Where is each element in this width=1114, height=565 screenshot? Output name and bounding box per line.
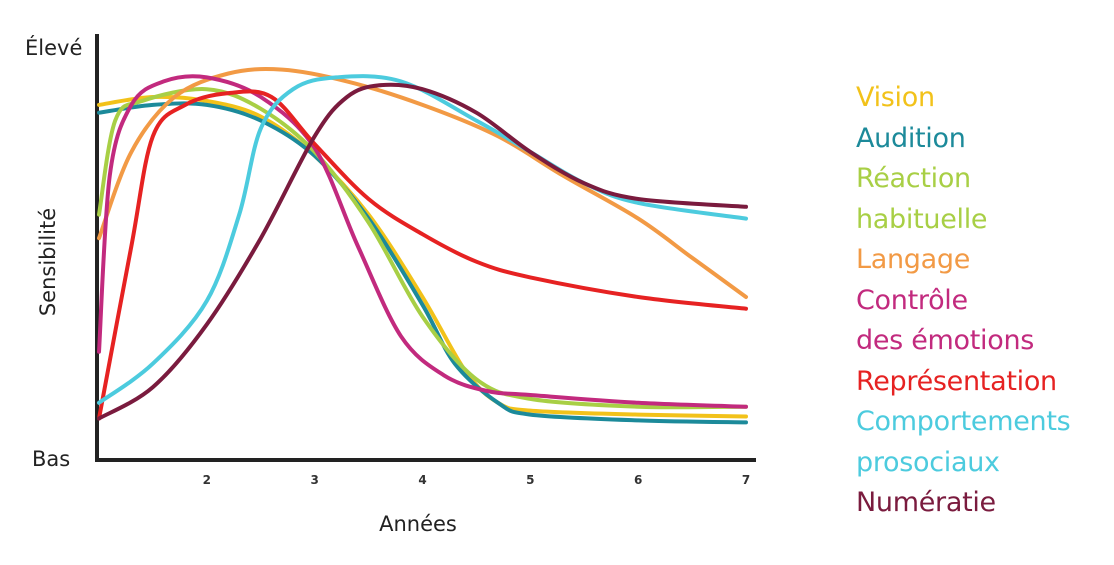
series-line-comportements-prosociaux — [97, 74, 748, 405]
x-tick-label: 7 — [742, 473, 750, 487]
x-tick-label: 6 — [634, 473, 642, 487]
series-lines — [97, 67, 748, 425]
legend-entry-numeratie: Numératie — [856, 487, 996, 518]
series-line-vision — [97, 94, 748, 419]
legend-entry-representation: Représentation — [856, 365, 1057, 397]
x-tick-label: 4 — [418, 473, 426, 487]
x-tick-label: 5 — [526, 473, 534, 487]
legend: Vision Audition Réaction habituelle Langage… — [856, 78, 1106, 524]
series-line-reaction-habituelle — [97, 87, 748, 410]
legend-entry-langage: Langage — [856, 244, 971, 275]
y-axis-title: Sensibilité — [36, 208, 60, 316]
x-axis-title: Années — [379, 512, 457, 536]
series-line-langage — [97, 67, 748, 299]
legend-entry-reaction-habituelle: Réaction habituelle — [856, 163, 988, 235]
series-line-representation — [97, 89, 748, 421]
series-line-controle-des-emotions — [97, 74, 748, 409]
legend-entry-audition: Audition — [856, 122, 966, 154]
x-tick-labels: 2 3 4 5 6 7 — [203, 473, 751, 487]
series-line-numeratie — [97, 82, 748, 421]
legend-entry-vision: Vision — [856, 82, 935, 113]
x-tick-label: 3 — [310, 473, 318, 487]
y-top-label: Élevé — [25, 35, 82, 60]
legend-entry-controle-des-emotions: Contrôle des émotions — [856, 284, 1035, 357]
y-bottom-label: Bas — [32, 447, 70, 471]
legend-entry-comportements-prosociaux: Comportements prosociaux — [856, 406, 1071, 478]
series-line-audition — [97, 101, 748, 425]
x-tick-label: 2 — [203, 473, 211, 487]
